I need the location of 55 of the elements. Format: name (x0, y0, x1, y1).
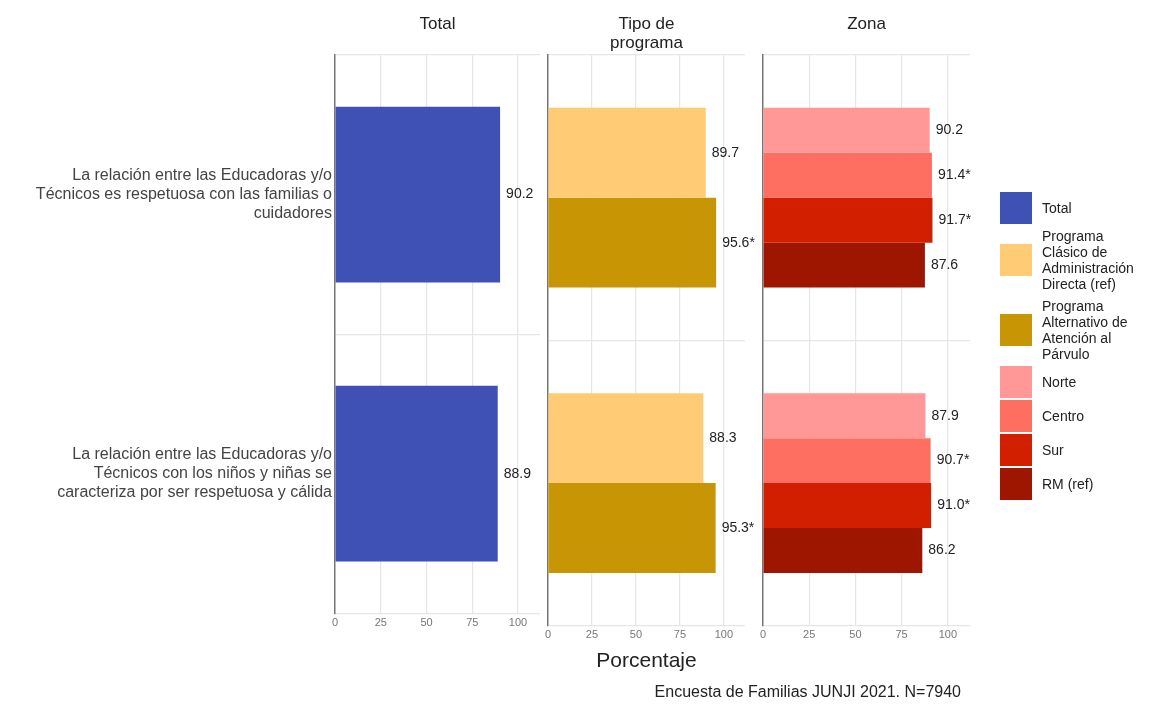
x-tick-label: 25 (374, 615, 387, 628)
bar (763, 152, 932, 198)
x-tick-label: 25 (585, 628, 599, 641)
x-tick-label: 25 (803, 628, 816, 641)
data-label: 91.4* (937, 166, 972, 183)
x-axis-title: Porcentaje (595, 648, 698, 672)
bar (763, 393, 926, 439)
bar (548, 197, 717, 288)
y-tick-label: La relación entre las Educadoras y/o Técnicos es respetuosa con las familias o cuidadores (35, 165, 333, 222)
bar (763, 438, 931, 484)
x-tick-label: 0 (544, 628, 552, 641)
x-tick-label: 0 (331, 615, 339, 628)
x-tick-label: 50 (849, 628, 862, 641)
chart-title: Tipo de programa (609, 14, 684, 52)
legend-label: RM (ref) (1042, 475, 1095, 494)
data-label: 88.9 (503, 464, 532, 481)
data-label: 90.7* (936, 451, 970, 468)
data-label: 95.6* (722, 233, 756, 250)
y-tick-label: La relación entre las Educadoras y/o Técnicos con los niños y niñas se caracteriza por ser respetuosa y cálida (57, 444, 333, 501)
x-tick-label: 75 (895, 628, 908, 641)
bar (763, 483, 932, 529)
data-label: 87.6 (930, 255, 959, 272)
data-label: 91.7* (938, 211, 972, 228)
chart-title: Total (418, 14, 457, 33)
data-label: 95.3* (721, 518, 755, 535)
x-tick-label: 75 (673, 628, 687, 641)
x-tick-label: 50 (420, 615, 433, 628)
data-label: 90.2 (935, 121, 964, 138)
bar (548, 107, 706, 198)
bar (763, 528, 923, 573)
x-tick-label: 100 (714, 628, 734, 641)
data-label: 87.9 (931, 406, 959, 423)
bar (763, 242, 925, 288)
legend-label: Norte (1042, 373, 1078, 392)
legend-label: Programa Clásico de Administración Directa (ref) (1042, 227, 1135, 294)
data-label: 88.3 (709, 429, 737, 446)
x-tick-label: 75 (466, 615, 479, 628)
bar (763, 197, 933, 243)
chart-title: Zona (846, 14, 887, 33)
legend-label: Total (1042, 199, 1073, 218)
bar (763, 107, 930, 153)
x-tick-label: 0 (759, 628, 767, 641)
text: Encuesta de Familias JUNJI 2021. N=7940 (654, 683, 961, 701)
data-label: 91.0* (937, 496, 971, 513)
legend-label: Programa Alternativo de Atención al Párvulo (1042, 297, 1129, 364)
x-tick-label: 100 (508, 615, 528, 628)
bar (548, 483, 716, 573)
data-label: 89.7 (711, 143, 740, 160)
data-label: 90.2 (506, 185, 534, 202)
x-tick-label: 50 (629, 628, 643, 641)
data-label: 86.2 (928, 541, 956, 558)
legend-label: Sur (1042, 441, 1065, 460)
bar (548, 393, 704, 484)
x-tick-label: 100 (938, 628, 957, 641)
legend-label: Centro (1042, 407, 1086, 426)
